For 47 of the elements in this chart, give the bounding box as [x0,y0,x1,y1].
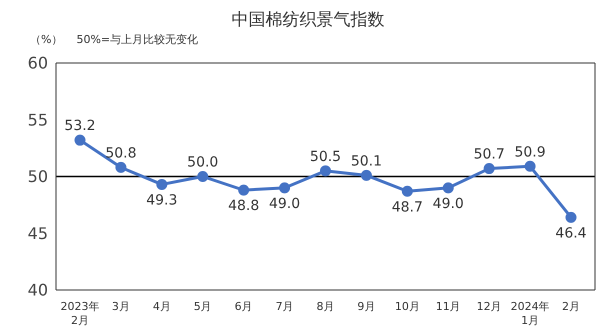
data-label: 48.8 [228,198,260,214]
data-label: 49.3 [146,192,178,208]
point [115,162,126,173]
x-tick-label: 2024年 1月 [510,300,550,327]
point [360,170,372,181]
x-tick-label: 2023年 2月 [60,300,100,327]
x-tick-label: 11月 [436,300,461,313]
x-tick-label: 8月 [316,300,334,313]
point [442,182,454,194]
data-label: 50.9 [514,144,546,160]
data-label: 50.5 [310,148,342,165]
point [156,178,168,190]
text: 50%=与上月比较无变化 [76,33,198,46]
y-tick-label: 50 [28,167,48,186]
x-tick-label: 2月 [562,300,580,313]
point [197,171,208,182]
data-label: 49.0 [268,196,300,212]
data-label: 50.7 [474,146,505,163]
data-label: 46.4 [555,225,587,242]
y-tick-label: 40 [28,280,48,300]
point [238,184,250,196]
y-axis-title: （%） [30,33,62,46]
x-tick-label: 10月 [394,300,420,313]
data-label: 53.2 [64,118,96,134]
point [320,165,331,176]
point [402,186,413,197]
y-tick-label: 55 [28,110,48,130]
x-tick-label: 7月 [276,300,294,313]
x-tick-label: 4月 [152,300,171,313]
point [524,160,536,172]
point [74,134,86,146]
data-label: 50.1 [350,153,382,170]
x-tick-label: 5月 [194,300,212,313]
x-tick-label: 6月 [234,300,253,313]
y-tick-label: 45 [28,224,48,243]
data-label: 48.7 [392,199,423,216]
chart-title: 中国棉纺织景气指数 [230,9,386,32]
x-tick-label: 9月 [357,300,376,313]
data-label: 49.0 [432,196,464,212]
data-label: 50.8 [105,145,137,162]
x-tick-label: 12月 [476,300,502,313]
point [566,212,576,223]
y-tick-label: 60 [28,54,48,73]
point [484,163,495,174]
point [279,182,290,194]
data-label: 50.0 [187,154,218,170]
x-tick-label: 3月 [112,300,130,313]
